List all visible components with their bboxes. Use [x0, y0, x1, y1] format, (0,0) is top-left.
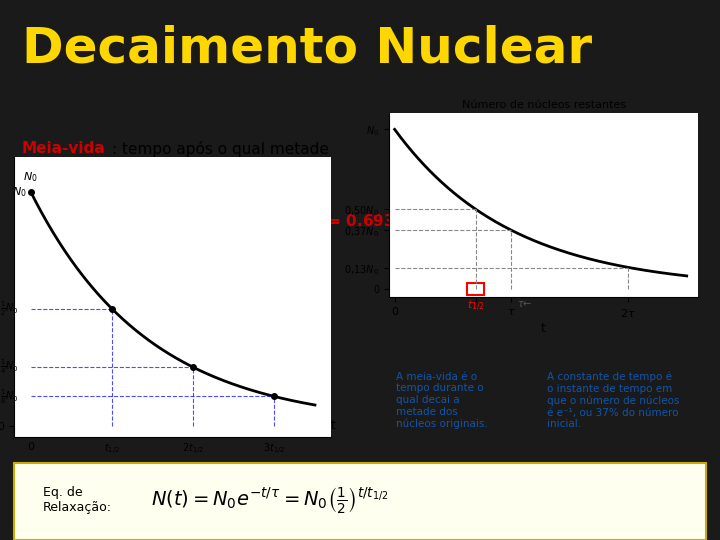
Circle shape: [94, 233, 103, 239]
Text: dos  núcleos  originais  já  decaiu: dos núcleos originais já decaiu: [22, 177, 276, 193]
Text: 0: 0: [27, 442, 34, 452]
Circle shape: [215, 347, 222, 352]
Text: N(t$_{1/2}$) = N$_0$/2 $\rightarrow$: N(t$_{1/2}$) = N$_0$/2 $\rightarrow$: [22, 212, 150, 232]
Text: $2t_{1/2}$: $2t_{1/2}$: [182, 442, 204, 457]
Circle shape: [126, 233, 135, 239]
Text: A constante de tempo é
o instante de tempo em
que o número de núcleos
é e⁻¹, ou : A constante de tempo é o instante de tem…: [547, 372, 680, 429]
Circle shape: [184, 293, 191, 298]
Text: $N(t) = N_0 e^{-t/\tau} = N_0 \left(\frac{1}{2}\right)^{t/t_{1/2}}$: $N(t) = N_0 e^{-t/\tau} = N_0 \left(\fra…: [151, 485, 389, 515]
Text: $3t_{1/2}$: $3t_{1/2}$: [264, 442, 285, 457]
FancyBboxPatch shape: [14, 462, 706, 540]
Text: $\frac{1}{8}N_0$: $\frac{1}{8}N_0$: [0, 387, 19, 406]
Text: $N_0/4$: $N_0/4$: [256, 314, 280, 327]
Text: $N_0$: $N_0$: [12, 185, 27, 199]
Text: $\frac{1}{2}N_0$: $\frac{1}{2}N_0$: [0, 300, 19, 318]
Text: Núcleo que não
sofreu decaimento: Núcleo que não sofreu decaimento: [187, 201, 279, 223]
Text: $N_0/8$: $N_0/8$: [295, 362, 318, 376]
Text: $\tau$←: $\tau$←: [517, 299, 533, 309]
Text: Meia-vida: Meia-vida: [22, 141, 105, 157]
Title: Número de núcleos restantes: Número de núcleos restantes: [462, 100, 626, 110]
FancyBboxPatch shape: [162, 268, 227, 308]
Circle shape: [212, 293, 220, 298]
Circle shape: [110, 204, 119, 209]
Text: Existem $N_0$
núcleos em t = 0: Existem $N_0$ núcleos em t = 0: [130, 173, 271, 212]
Text: t: t: [331, 419, 336, 432]
Circle shape: [142, 224, 150, 229]
Circle shape: [110, 224, 119, 229]
Circle shape: [198, 293, 205, 298]
Circle shape: [126, 224, 135, 229]
Text: $t_{1/2}$: $t_{1/2}$: [467, 299, 485, 314]
Text: A meia-vida é o
tempo durante o
qual decai a
metade dos
núcleos originais.: A meia-vida é o tempo durante o qual dec…: [396, 372, 487, 429]
Text: $N_0$: $N_0$: [115, 185, 130, 199]
FancyBboxPatch shape: [209, 332, 266, 367]
Text: $\frac{1}{4}N_0$: $\frac{1}{4}N_0$: [0, 358, 19, 376]
Circle shape: [253, 347, 260, 352]
Circle shape: [272, 392, 278, 396]
Text: Eq. de
Relaxação:: Eq. de Relaxação:: [43, 486, 112, 514]
Circle shape: [142, 214, 150, 219]
Circle shape: [169, 277, 176, 282]
Text: $N_0$: $N_0$: [23, 170, 38, 184]
Circle shape: [94, 224, 103, 229]
Circle shape: [110, 214, 119, 219]
Circle shape: [198, 277, 205, 282]
FancyBboxPatch shape: [256, 379, 306, 409]
Circle shape: [142, 233, 150, 239]
Circle shape: [94, 204, 103, 209]
Text: t$_{1/2}$  = $\tau$  ln 2  = 0.693 $\tau$: t$_{1/2}$ = $\tau$ ln 2 = 0.693 $\tau$: [212, 212, 411, 232]
Circle shape: [110, 233, 119, 239]
X-axis label: t: t: [541, 321, 546, 334]
Text: Decaimento Nuclear: Decaimento Nuclear: [22, 25, 592, 72]
Text: : tempo após o qual metade: : tempo após o qual metade: [112, 141, 328, 158]
Circle shape: [228, 347, 235, 352]
Circle shape: [261, 392, 267, 396]
Circle shape: [126, 204, 135, 209]
Circle shape: [94, 214, 103, 219]
Circle shape: [142, 204, 150, 209]
Circle shape: [126, 214, 135, 219]
Text: Núcleo-filho: Núcleo-filho: [252, 288, 310, 299]
FancyBboxPatch shape: [86, 199, 158, 244]
Text: $N_0/2$: $N_0/2$: [220, 252, 243, 266]
Circle shape: [212, 277, 220, 282]
Circle shape: [184, 277, 191, 282]
Bar: [467, 282, 484, 295]
Text: $t_{1/2}$: $t_{1/2}$: [104, 442, 120, 457]
Circle shape: [240, 347, 248, 352]
Circle shape: [169, 293, 176, 298]
